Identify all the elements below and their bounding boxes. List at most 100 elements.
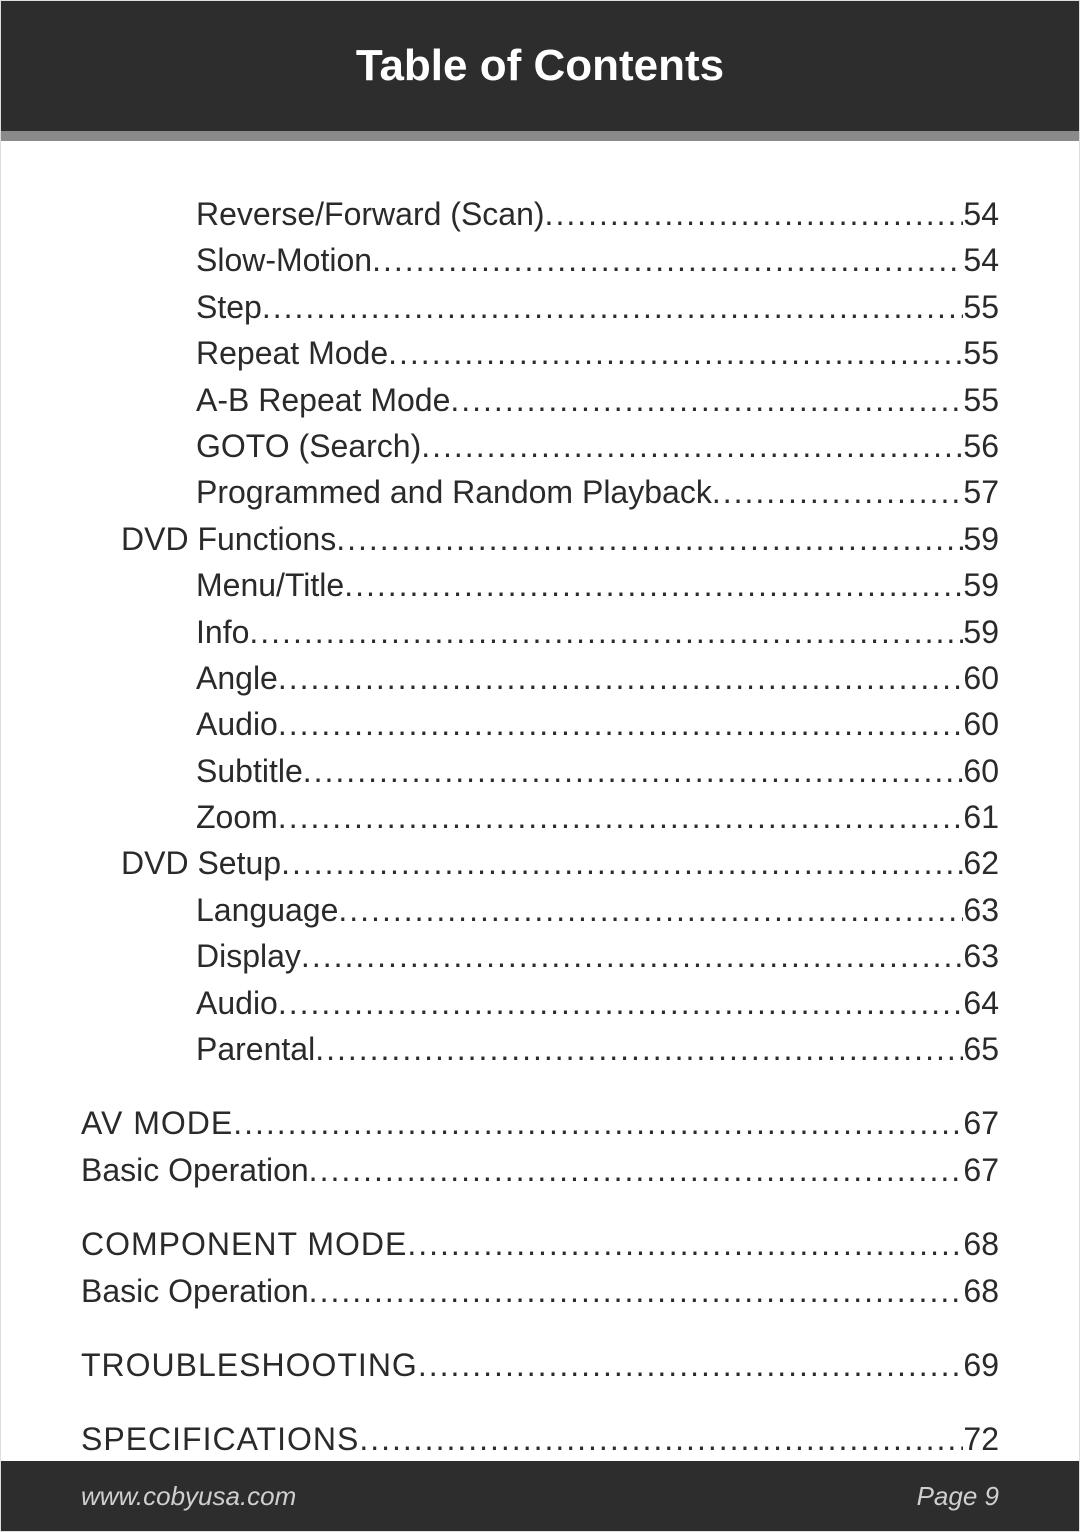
toc-page-number: 72 xyxy=(963,1416,999,1462)
toc-line: Reverse/Forward (Scan)..................… xyxy=(81,191,999,237)
toc-line: Language................................… xyxy=(81,887,999,933)
toc-page-number: 59 xyxy=(963,516,999,562)
toc-line: Slow-Motion.............................… xyxy=(81,237,999,283)
toc-label: Repeat Mode xyxy=(196,330,388,376)
toc-label: Slow-Motion xyxy=(196,237,372,283)
toc-leader-dots: ........................................… xyxy=(309,1147,964,1193)
toc-label: Display xyxy=(196,933,301,979)
toc-label: Menu/Title xyxy=(196,562,344,608)
toc-leader-dots: ........................................… xyxy=(418,1342,964,1388)
toc-label: Step xyxy=(196,284,262,330)
toc-page-number: 54 xyxy=(963,191,999,237)
section-gap xyxy=(81,1388,999,1416)
toc-page-number: 55 xyxy=(963,284,999,330)
toc-label: Angle xyxy=(196,655,278,701)
toc-label: Info xyxy=(196,609,249,655)
toc-page-number: 63 xyxy=(963,887,999,933)
toc-leader-dots: ........................................… xyxy=(336,516,963,562)
toc-leader-dots: ........................................… xyxy=(388,330,963,376)
toc-label: AV MODE xyxy=(81,1100,233,1146)
toc-label: A-B Repeat Mode xyxy=(196,377,450,423)
header-divider xyxy=(1,131,1079,141)
toc-line: COMPONENT MODE..........................… xyxy=(81,1221,999,1267)
footer-url: www.cobyusa.com xyxy=(81,1481,296,1512)
toc-line: Audio...................................… xyxy=(81,701,999,747)
toc-leader-dots: ........................................… xyxy=(407,1221,963,1267)
toc-leader-dots: ........................................… xyxy=(338,887,963,933)
toc-line: Audio...................................… xyxy=(81,980,999,1026)
toc-page-number: 62 xyxy=(963,840,999,886)
toc-leader-dots: ........................................… xyxy=(249,609,963,655)
toc-page-number: 61 xyxy=(963,794,999,840)
toc-leader-dots: ........................................… xyxy=(278,794,964,840)
toc-leader-dots: ........................................… xyxy=(421,423,963,469)
toc-leader-dots: ........................................… xyxy=(278,655,964,701)
toc-leader-dots: ........................................… xyxy=(309,1268,964,1314)
toc-label: Reverse/Forward (Scan) xyxy=(196,191,545,237)
toc-page-number: 60 xyxy=(963,748,999,794)
toc-label: Audio xyxy=(196,980,278,1026)
toc-page-number: 67 xyxy=(963,1100,999,1146)
toc-page-number: 65 xyxy=(963,1026,999,1072)
toc-line: Zoom....................................… xyxy=(81,794,999,840)
toc-label: Basic Operation xyxy=(81,1147,309,1193)
toc-leader-dots: ........................................… xyxy=(545,191,964,237)
page-title: Table of Contents xyxy=(356,41,724,91)
toc-leader-dots: ........................................… xyxy=(233,1100,963,1146)
toc-leader-dots: ........................................… xyxy=(372,237,963,283)
toc-line: Info....................................… xyxy=(81,609,999,655)
toc-page-number: 63 xyxy=(963,933,999,979)
toc-label: GOTO (Search) xyxy=(196,423,421,469)
toc-page-number: 55 xyxy=(963,330,999,376)
toc-line: Angle...................................… xyxy=(81,655,999,701)
toc-line: AV MODE.................................… xyxy=(81,1100,999,1146)
toc-line: Display.................................… xyxy=(81,933,999,979)
toc-page-number: 57 xyxy=(963,469,999,515)
toc-label: Zoom xyxy=(196,794,278,840)
toc-line: GOTO (Search)...........................… xyxy=(81,423,999,469)
footer-bar: www.cobyusa.com Page 9 xyxy=(1,1461,1079,1531)
toc-line: DVD Functions...........................… xyxy=(81,516,999,562)
toc-leader-dots: ........................................… xyxy=(281,840,963,886)
toc-content: Reverse/Forward (Scan)..................… xyxy=(1,141,1079,1463)
toc-page-number: 64 xyxy=(963,980,999,1026)
toc-leader-dots: ........................................… xyxy=(303,748,964,794)
toc-leader-dots: ........................................… xyxy=(278,701,964,747)
toc-leader-dots: ........................................… xyxy=(712,469,964,515)
toc-leader-dots: ........................................… xyxy=(359,1416,963,1462)
toc-label: SPECIFICATIONS xyxy=(81,1416,359,1462)
toc-page-number: 59 xyxy=(963,562,999,608)
toc-label: Audio xyxy=(196,701,278,747)
toc-line: Subtitle................................… xyxy=(81,748,999,794)
toc-line: Repeat Mode.............................… xyxy=(81,330,999,376)
toc-page-number: 68 xyxy=(963,1268,999,1314)
toc-page-number: 54 xyxy=(963,237,999,283)
toc-leader-dots: ........................................… xyxy=(450,377,963,423)
toc-line: Programmed and Random Playback..........… xyxy=(81,469,999,515)
toc-leader-dots: ........................................… xyxy=(301,933,963,979)
toc-label: DVD Setup xyxy=(121,840,281,886)
toc-label: Basic Operation xyxy=(81,1268,309,1314)
toc-label: Parental xyxy=(196,1026,315,1072)
toc-line: Basic Operation.........................… xyxy=(81,1268,999,1314)
toc-label: COMPONENT MODE xyxy=(81,1221,407,1267)
section-gap xyxy=(81,1072,999,1100)
toc-page-number: 60 xyxy=(963,655,999,701)
toc-leader-dots: ........................................… xyxy=(278,980,964,1026)
toc-page-number: 69 xyxy=(963,1342,999,1388)
toc-line: SPECIFICATIONS..........................… xyxy=(81,1416,999,1462)
toc-line: TROUBLESHOOTING.........................… xyxy=(81,1342,999,1388)
toc-label: DVD Functions xyxy=(121,516,336,562)
header-bar: Table of Contents xyxy=(1,1,1079,131)
toc-label: Language xyxy=(196,887,338,933)
toc-line: Menu/Title..............................… xyxy=(81,562,999,608)
toc-page-number: 68 xyxy=(963,1221,999,1267)
toc-page-number: 67 xyxy=(963,1147,999,1193)
toc-page-number: 55 xyxy=(963,377,999,423)
toc-line: A-B Repeat Mode.........................… xyxy=(81,377,999,423)
section-gap xyxy=(81,1314,999,1342)
toc-line: Basic Operation.........................… xyxy=(81,1147,999,1193)
footer-page: Page 9 xyxy=(917,1481,999,1512)
section-gap xyxy=(81,1193,999,1221)
toc-page-number: 60 xyxy=(963,701,999,747)
